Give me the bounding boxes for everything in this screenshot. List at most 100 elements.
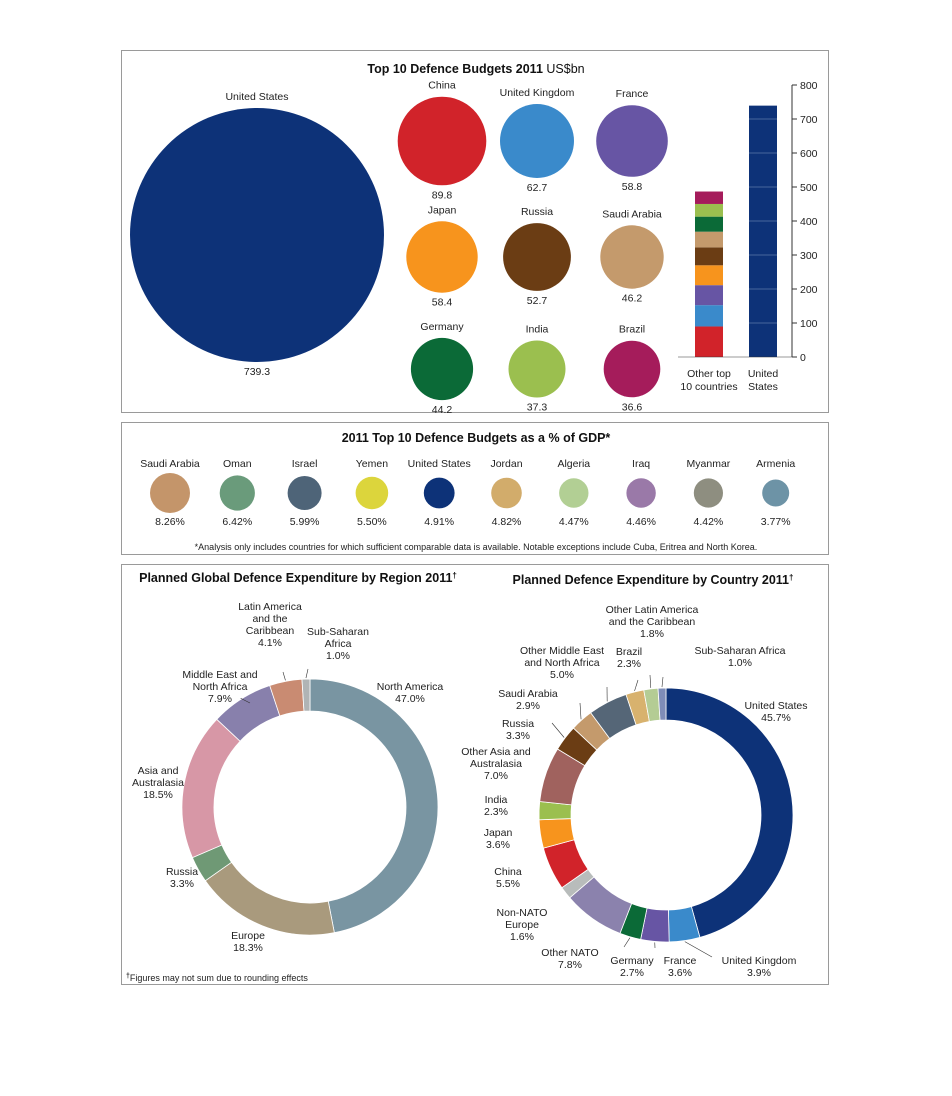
region-label-asia-and-australasia: Asia and <box>138 765 179 777</box>
bubble-united-kingdom <box>500 104 574 178</box>
bubble-value-united-kingdom: 62.7 <box>527 182 548 194</box>
bubble-value-united-states: 739.3 <box>244 366 270 378</box>
bubble-label-united-states: United States <box>225 91 288 103</box>
gdp-value-jordan: 4.82% <box>492 516 522 528</box>
country-slice-united-states <box>666 688 793 937</box>
region-label-latin-america-and-the-caribbean: Latin America <box>238 601 302 613</box>
country-label-non-nato-europe: Non-NATO <box>497 907 548 919</box>
gdp-bubble-oman <box>220 475 255 510</box>
bar-segment-united-states <box>749 106 777 357</box>
region-leader-line <box>306 669 308 678</box>
region-label-europe: 18.3% <box>233 942 263 954</box>
gdp-share-note: *Analysis only includes countries for wh… <box>195 542 758 552</box>
bubble-label-saudi-arabia: Saudi Arabia <box>602 208 662 220</box>
bubble-label-russia: Russia <box>521 206 553 218</box>
bubble-value-india: 37.3 <box>527 402 548 414</box>
gdp-country-label-algeria: Algeria <box>557 458 590 470</box>
y-tick-label: 600 <box>800 148 818 160</box>
bubble-value-france: 58.8 <box>622 181 643 193</box>
y-tick-label: 300 <box>800 250 818 262</box>
gdp-country-label-oman: Oman <box>223 458 252 470</box>
country-label-china: China <box>494 866 522 878</box>
bar-segment-united-kingdom <box>695 305 723 326</box>
region-slice-asia-and-australasia <box>182 719 240 857</box>
gdp-country-label-armenia: Armenia <box>756 458 795 470</box>
country-label-other-asia-and-australasia: Australasia <box>470 758 522 770</box>
gdp-value-algeria: 4.47% <box>559 516 589 528</box>
region-slice-europe <box>205 862 334 935</box>
y-tick-label: 800 <box>800 80 818 92</box>
country-label-brazil: Brazil <box>616 646 642 658</box>
country-leader-line <box>662 677 663 687</box>
region-leader-line <box>283 672 285 680</box>
country-label-france: 3.6% <box>668 967 692 979</box>
bubble-india <box>509 341 566 398</box>
gdp-value-armenia: 3.77% <box>761 516 791 528</box>
country-label-other-middle-east-and-north-africa: 5.0% <box>550 669 574 681</box>
bubble-russia <box>503 223 571 291</box>
region-slice-north-america <box>310 679 438 933</box>
gdp-country-label-myanmar: Myanmar <box>687 458 731 470</box>
bar-segment-brazil <box>695 192 723 204</box>
gdp-value-united-states: 4.91% <box>424 516 454 528</box>
region-label-sub-saharan-africa: Africa <box>325 638 352 650</box>
gdp-bubble-armenia <box>762 480 789 507</box>
bubble-germany <box>411 338 473 400</box>
country-label-saudi-arabia: 2.9% <box>516 700 540 712</box>
gdp-value-israel: 5.99% <box>290 516 320 528</box>
y-tick-label: 100 <box>800 318 818 330</box>
country-label-other-middle-east-and-north-africa: and North Africa <box>524 657 599 669</box>
bubble-japan <box>406 221 477 292</box>
country-label-japan: 3.6% <box>486 839 510 851</box>
bubble-label-france: France <box>616 88 649 100</box>
country-leader-line <box>624 938 630 947</box>
bubble-label-united-kingdom: United Kingdom <box>500 87 575 99</box>
y-tick-label: 500 <box>800 182 818 194</box>
region-label-latin-america-and-the-caribbean: 4.1% <box>258 637 282 649</box>
country-label-other-latin-america-and-the-caribbean: and the Caribbean <box>609 616 696 628</box>
gdp-value-myanmar: 4.42% <box>694 516 724 528</box>
country-leader-line <box>635 680 638 691</box>
country-label-germany: Germany <box>610 955 654 967</box>
top10-budgets-title: Top 10 Defence Budgets 2011 US$bn <box>367 62 584 76</box>
gdp-bubble-united-states <box>424 478 455 509</box>
rounding-footnote: †Figures may not sum due to rounding eff… <box>126 973 308 983</box>
country-label-other-asia-and-australasia: 7.0% <box>484 770 508 782</box>
country-label-india: India <box>485 794 508 806</box>
gdp-bubble-israel <box>288 476 322 510</box>
bar-segment-saudi-arabia <box>695 232 723 248</box>
region-label-sub-saharan-africa: 1.0% <box>326 650 350 662</box>
country-label-other-middle-east-and-north-africa: Other Middle East <box>520 645 604 657</box>
y-tick-label: 700 <box>800 114 818 126</box>
country-donut-title: Planned Defence Expenditure by Country 2… <box>513 573 794 587</box>
bar-segment-russia <box>695 247 723 265</box>
country-label-other-latin-america-and-the-caribbean: 1.8% <box>640 628 664 640</box>
country-label-united-states: United States <box>744 700 807 712</box>
region-label-middle-east-and-north-africa: North Africa <box>193 681 248 693</box>
bubble-label-japan: Japan <box>428 204 457 216</box>
bubble-value-saudi-arabia: 46.2 <box>622 293 643 305</box>
y-tick-label: 200 <box>800 284 818 296</box>
country-label-non-nato-europe: Europe <box>505 919 539 931</box>
region-label-russia: Russia <box>166 866 198 878</box>
gdp-bubble-iraq <box>626 478 655 507</box>
gdp-country-label-united-states: United States <box>408 458 471 470</box>
region-label-latin-america-and-the-caribbean: and the <box>252 613 287 625</box>
country-label-germany: 2.7% <box>620 967 644 979</box>
bubble-value-japan: 58.4 <box>432 297 453 309</box>
country-label-other-latin-america-and-the-caribbean: Other Latin America <box>606 604 699 616</box>
top10-budgets-chart: Top 10 Defence Budgets 2011 US$bn United… <box>122 51 830 414</box>
country-leader-line <box>650 675 651 688</box>
bubble-brazil <box>604 341 661 398</box>
gdp-country-label-yemen: Yemen <box>356 458 388 470</box>
region-donut-title: Planned Global Defence Expenditure by Re… <box>139 571 457 585</box>
region-label-latin-america-and-the-caribbean: Caribbean <box>246 625 295 637</box>
country-label-other-nato: Other NATO <box>541 947 598 959</box>
bar-category-label-united-states: States <box>748 381 778 393</box>
gdp-bubble-algeria <box>559 478 588 507</box>
gdp-country-label-jordan: Jordan <box>490 458 522 470</box>
bubble-label-germany: Germany <box>420 321 464 333</box>
bar-segment-france <box>695 285 723 305</box>
country-label-other-asia-and-australasia: Other Asia and <box>461 746 531 758</box>
country-label-france: France <box>664 955 697 967</box>
